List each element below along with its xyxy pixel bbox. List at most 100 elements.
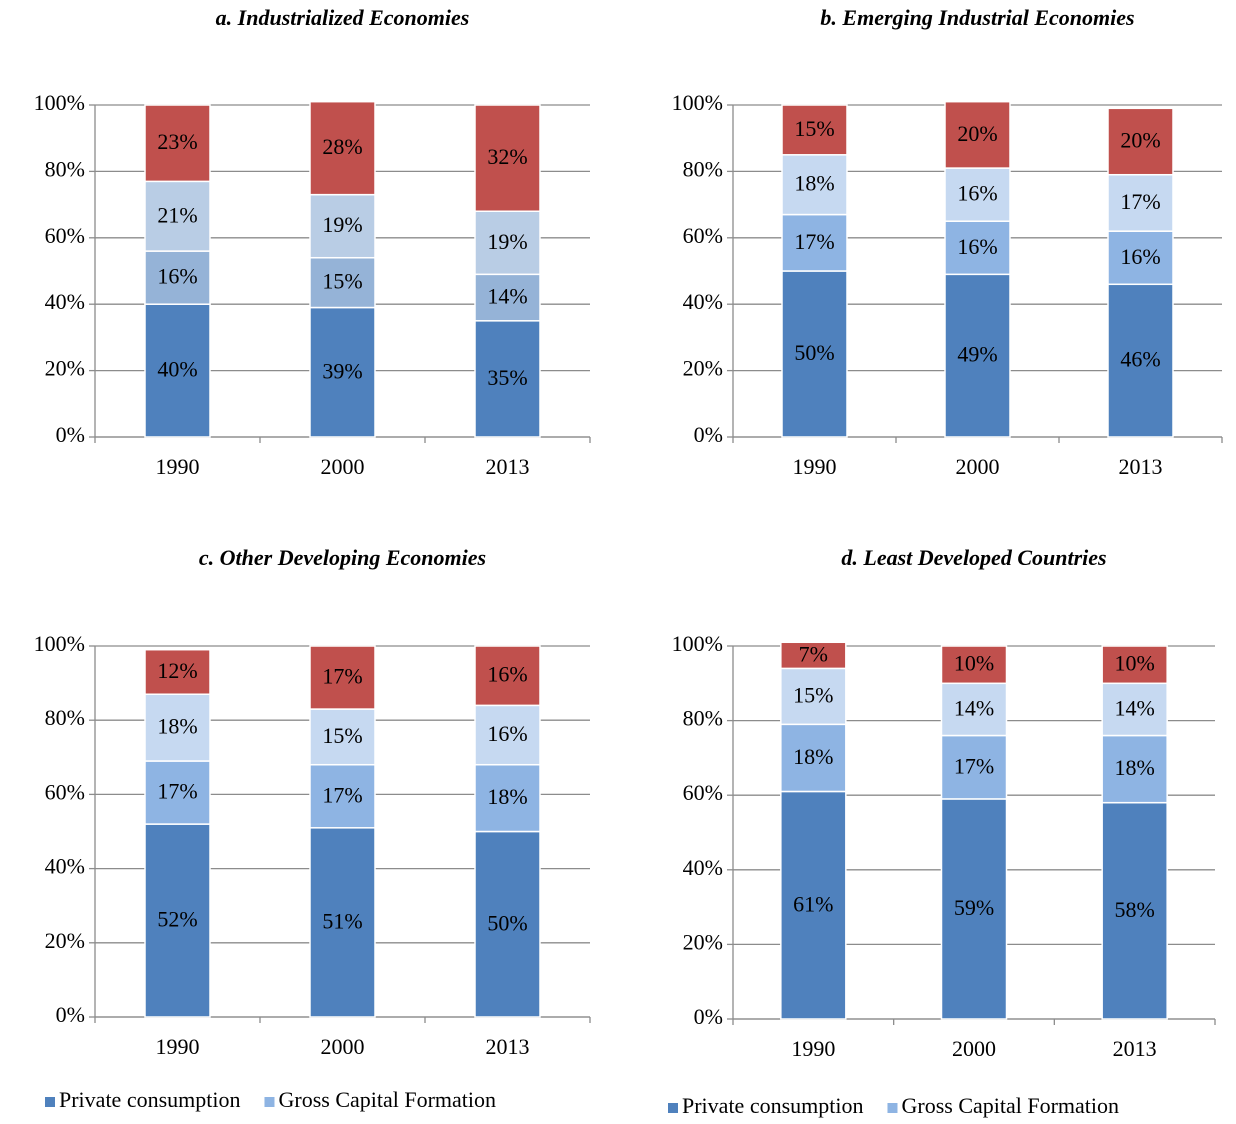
y-tick-label: 60% — [683, 780, 723, 805]
bar-segment — [474, 645, 541, 707]
value-label: 17% — [794, 229, 834, 254]
value-label: 14% — [1115, 695, 1155, 720]
bar-segment — [780, 667, 847, 726]
x-tick-label: 2000 — [321, 454, 365, 479]
value-label: 10% — [1115, 651, 1155, 676]
chart-title: d. Least Developed Countries — [841, 545, 1106, 570]
panel: c. Other Developing Economies 0% 20% 40% 60%… — [34, 545, 591, 1112]
y-tick-label: 80% — [683, 706, 723, 731]
bar-segment — [940, 734, 1008, 800]
value-label: 17% — [322, 782, 362, 807]
chart-title: c. Other Developing Economies — [199, 545, 486, 570]
y-tick-label: 20% — [45, 928, 85, 953]
bar-segment — [1107, 230, 1174, 286]
value-label: 39% — [322, 358, 362, 383]
bar-segment — [944, 167, 1011, 222]
legend-label: Gross Capital Formation — [901, 1093, 1119, 1118]
value-label: 17% — [157, 779, 197, 804]
value-label: 61% — [793, 891, 833, 916]
y-tick-label: 20% — [683, 929, 723, 954]
bar-segment — [474, 273, 541, 322]
y-tick-label: 40% — [45, 289, 85, 314]
value-label: 52% — [157, 907, 197, 932]
x-tick-label: 2013 — [486, 454, 530, 479]
legend-label: Gross Capital Formation — [278, 1087, 496, 1112]
bar-segment — [474, 210, 541, 276]
value-label: 7% — [799, 641, 828, 666]
value-label: 20% — [1120, 128, 1160, 153]
bar-segment — [309, 100, 376, 196]
y-tick-label: 60% — [45, 779, 85, 804]
value-label: 15% — [322, 723, 362, 748]
value-label: 16% — [957, 181, 997, 206]
panel: a. Industrialized Economies 0% 20% 40% 60% 80… — [34, 5, 591, 479]
value-label: 16% — [157, 264, 197, 289]
bar-segment — [1107, 173, 1174, 232]
value-label: 32% — [487, 144, 527, 169]
bar-segment — [474, 830, 541, 1018]
x-tick-label: 1990 — [791, 1036, 835, 1061]
bar-segment — [1101, 682, 1168, 737]
value-label: 28% — [322, 134, 362, 159]
y-tick-label: 100% — [34, 631, 85, 656]
legend-marker — [264, 1097, 275, 1107]
y-tick-label: 80% — [45, 156, 85, 181]
bar-segment — [940, 682, 1008, 737]
value-label: 40% — [157, 357, 197, 382]
value-label: 46% — [1120, 347, 1160, 372]
bar-segment — [781, 104, 848, 156]
legend-marker — [668, 1103, 678, 1113]
x-tick-label: 1990 — [156, 454, 200, 479]
value-label: 17% — [322, 664, 362, 689]
bar-segment — [144, 823, 211, 1018]
y-tick-label: 100% — [672, 631, 723, 656]
bar-segment — [474, 104, 541, 212]
value-label: 19% — [487, 229, 527, 254]
value-label: 17% — [1120, 189, 1160, 214]
y-tick-label: 40% — [683, 855, 723, 880]
bar-segment — [144, 760, 211, 825]
value-label: 16% — [1120, 244, 1160, 269]
bar-segment — [309, 708, 376, 766]
legend-label: Private consumption — [59, 1087, 240, 1112]
bar-segment — [780, 641, 847, 670]
value-label: 51% — [322, 908, 362, 933]
value-label: 16% — [487, 721, 527, 746]
value-label: 58% — [1115, 897, 1155, 922]
value-label: 49% — [957, 342, 997, 367]
x-tick-label: 1990 — [793, 454, 837, 479]
x-tick-label: 2000 — [321, 1034, 365, 1059]
y-tick-label: 60% — [683, 223, 723, 248]
bar-segment — [309, 306, 376, 438]
bar-segment — [309, 193, 376, 259]
y-tick-label: 0% — [694, 422, 723, 447]
y-tick-label: 20% — [683, 356, 723, 381]
y-tick-label: 20% — [45, 356, 85, 381]
value-label: 15% — [793, 682, 833, 707]
bar-segment — [144, 693, 211, 762]
value-label: 23% — [157, 129, 197, 154]
legend-label: Private consumption — [682, 1093, 863, 1118]
bar-segment — [309, 827, 376, 1018]
bar-segment — [780, 723, 847, 793]
y-tick-label: 0% — [694, 1004, 723, 1029]
value-label: 12% — [157, 658, 197, 683]
bar-segment — [309, 645, 376, 710]
x-tick-label: 1990 — [156, 1034, 200, 1059]
value-label: 18% — [487, 784, 527, 809]
value-label: 35% — [487, 365, 527, 390]
value-label: 50% — [487, 910, 527, 935]
y-tick-label: 80% — [683, 156, 723, 181]
value-label: 18% — [793, 744, 833, 769]
bar-segment — [309, 256, 376, 309]
chart-title: b. Emerging Industrial Economies — [820, 5, 1134, 30]
bar-segment — [780, 790, 847, 1020]
x-tick-label: 2013 — [486, 1034, 530, 1059]
value-label: 17% — [954, 753, 994, 778]
x-tick-label: 2000 — [952, 1036, 996, 1061]
bar-segment — [1101, 734, 1168, 804]
value-label: 20% — [957, 121, 997, 146]
value-label: 19% — [322, 212, 362, 237]
